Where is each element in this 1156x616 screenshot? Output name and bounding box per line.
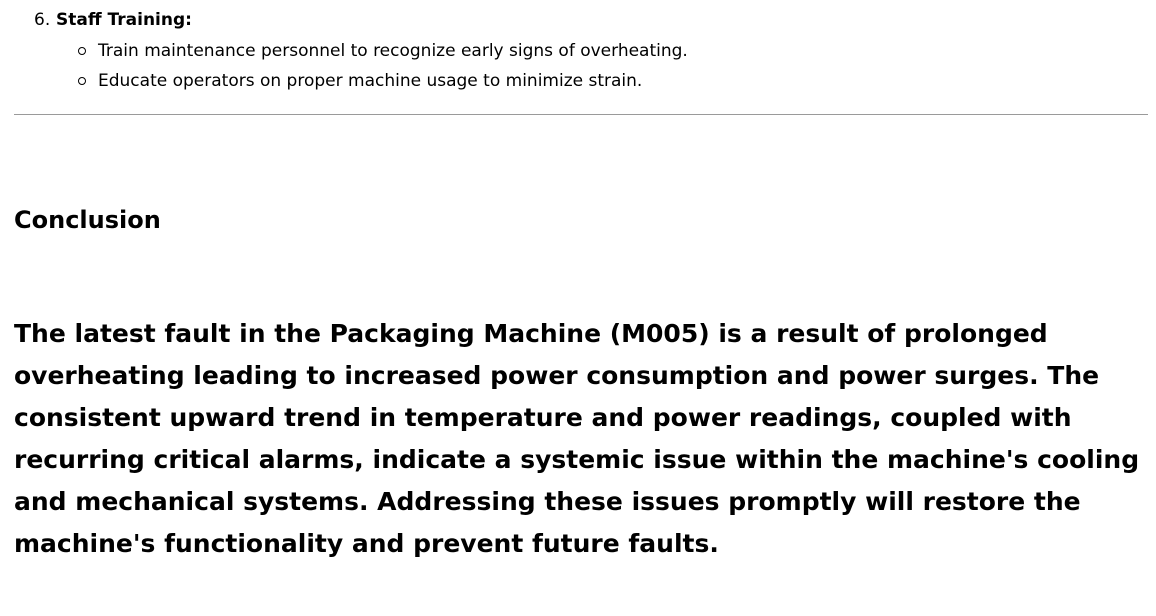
list-item-number: 6.	[34, 10, 51, 30]
recommendation-list: 6. Staff Training: Train maintenance per…	[14, 8, 688, 96]
hollow-bullet-icon	[78, 47, 86, 55]
sub-list-item-text: Educate operators on proper machine usag…	[98, 71, 643, 91]
section-heading: Conclusion	[14, 206, 161, 234]
section-divider	[14, 114, 1148, 115]
sub-list-item: Train maintenance personnel to recognize…	[78, 36, 688, 66]
conclusion-paragraph: The latest fault in the Packaging Machin…	[14, 319, 1140, 558]
sub-list-item-text: Train maintenance personnel to recognize…	[98, 41, 688, 61]
list-item-staff-training: 6. Staff Training: Train maintenance per…	[34, 8, 688, 96]
staff-training-sublist: Train maintenance personnel to recognize…	[56, 36, 688, 96]
hollow-bullet-icon	[78, 77, 86, 85]
list-item-title: Staff Training:	[56, 10, 192, 30]
sub-list-item: Educate operators on proper machine usag…	[78, 66, 688, 96]
